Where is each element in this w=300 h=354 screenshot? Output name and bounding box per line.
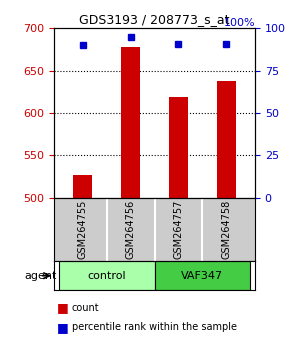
Text: GSM264757: GSM264757 bbox=[173, 200, 183, 259]
Text: GSM264755: GSM264755 bbox=[78, 200, 88, 259]
Bar bbox=[121, 47, 140, 198]
FancyBboxPatch shape bbox=[154, 261, 250, 290]
Text: ■: ■ bbox=[57, 302, 69, 314]
Text: control: control bbox=[87, 271, 126, 281]
Text: VAF347: VAF347 bbox=[181, 271, 224, 281]
Text: 100%: 100% bbox=[224, 18, 255, 28]
Text: agent: agent bbox=[24, 271, 56, 281]
Bar bbox=[73, 175, 92, 198]
Title: GDS3193 / 208773_s_at: GDS3193 / 208773_s_at bbox=[79, 13, 230, 26]
Bar bbox=[169, 97, 188, 198]
Text: count: count bbox=[72, 303, 100, 313]
Text: percentile rank within the sample: percentile rank within the sample bbox=[72, 322, 237, 332]
Text: GSM264756: GSM264756 bbox=[126, 200, 136, 259]
FancyBboxPatch shape bbox=[59, 261, 154, 290]
Text: ■: ■ bbox=[57, 321, 69, 334]
Text: GSM264758: GSM264758 bbox=[221, 200, 231, 259]
Bar bbox=[217, 81, 236, 198]
